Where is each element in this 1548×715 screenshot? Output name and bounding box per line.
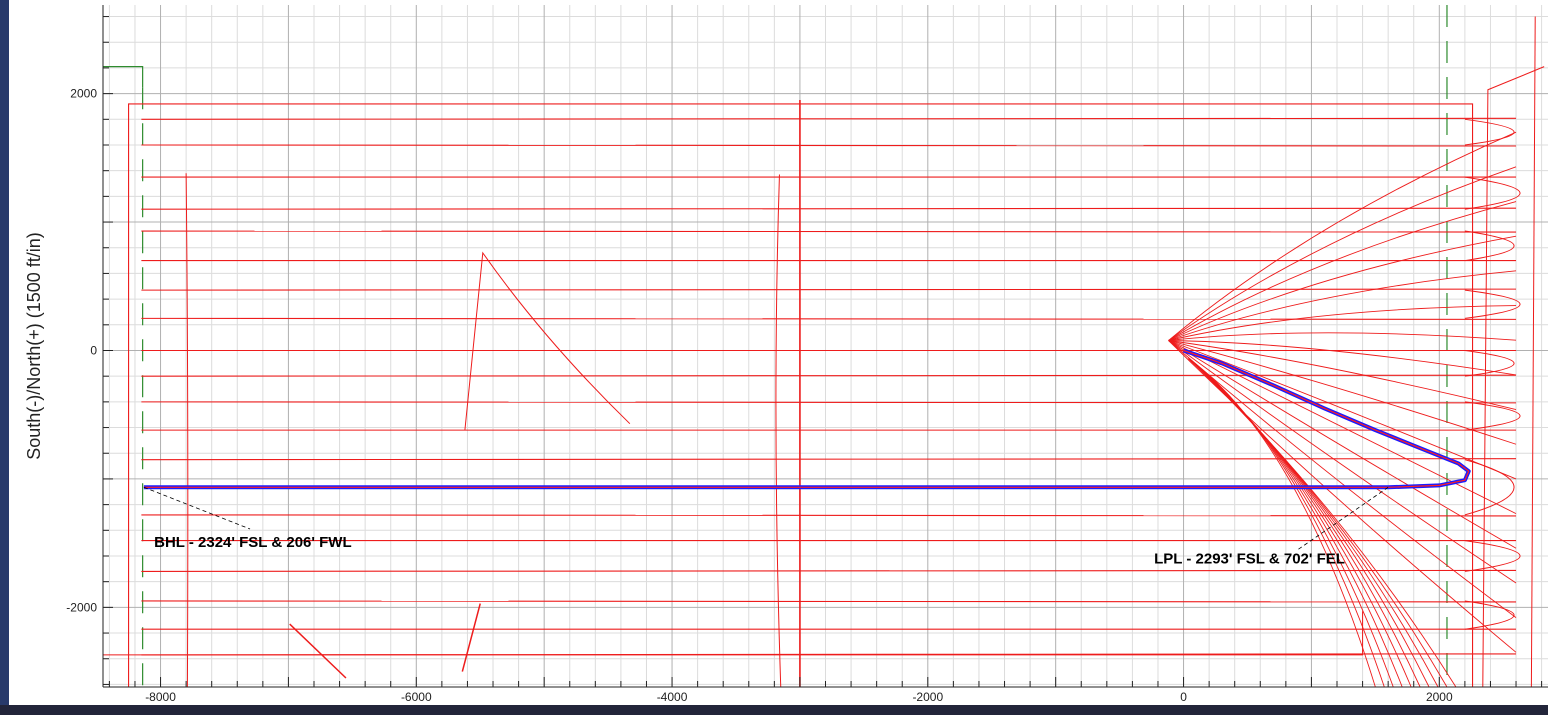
lpl-annotation: LPL - 2293' FSL & 702' FEL: [1154, 551, 1345, 568]
x-tick-label: -2000: [912, 690, 943, 704]
offset-well-fan: [1188, 358, 1376, 688]
offset-well-vertical: [775, 174, 782, 688]
offset-well-fan: [1168, 131, 1517, 341]
x-tick-label: 2000: [1426, 690, 1453, 704]
offset-well-fan: [1168, 340, 1517, 376]
lpl-leader: [1295, 486, 1389, 552]
offset-well-lateral: [141, 514, 1517, 517]
x-tick-label: -6000: [401, 690, 432, 704]
offset-well-fan: [1188, 358, 1457, 688]
lease-line-corner: [103, 66, 144, 88]
offset-well-lateral: [141, 207, 1517, 210]
offset-well-lateral: [141, 230, 1517, 233]
offset-well-fan: [1168, 235, 1517, 341]
offset-well-curve: [289, 623, 347, 679]
offset-well-fan: [1168, 332, 1517, 341]
offset-well-fan: [1168, 340, 1517, 549]
offset-well-turn: [1464, 600, 1515, 630]
offset-well-fan: [1168, 340, 1517, 445]
offset-well-turn: [1464, 289, 1521, 319]
axis-ticks: -8000 -6000 -4000 -2000 0 2000 2000 0 -2000: [66, 16, 1543, 704]
offset-well-curve: [461, 603, 481, 672]
offset-well-fan: [1188, 358, 1403, 688]
annotations: BHL - 2324' FSL & 206' FWL LPL - 2293' FS…: [143, 486, 1389, 568]
planned-wellbore: [143, 348, 1471, 490]
offset-well-lateral: [141, 458, 1517, 461]
offset-well-turn: [1464, 540, 1521, 572]
grid-minor: [103, 5, 1548, 687]
offset-well-fan: [1188, 358, 1412, 688]
lease-lines: [103, 5, 1448, 687]
offset-well-fan: [1168, 270, 1517, 341]
x-tick-label: -8000: [145, 690, 176, 704]
offset-well-curve: [464, 251, 631, 431]
y-tick-label: 2000: [70, 87, 97, 101]
planned-well-centerline: [143, 349, 1470, 488]
offset-well-fan: [1188, 358, 1430, 688]
offset-well-vertical: [1482, 66, 1545, 688]
offset-well-turn: [1464, 349, 1515, 377]
offset-well-lateral: [141, 288, 1517, 291]
offset-well-fan: [1168, 305, 1517, 341]
y-tick-label: 0: [90, 343, 97, 357]
offset-well-fan: [1168, 340, 1517, 411]
offset-well-turn: [1464, 230, 1515, 262]
offset-well-vertical: [1530, 16, 1536, 688]
offset-wells: [103, 16, 1545, 688]
offset-well-turn: [1464, 176, 1521, 210]
offset-well-turn: [1464, 401, 1521, 431]
x-tick-label: -4000: [657, 690, 688, 704]
offset-well-fan: [1168, 201, 1517, 341]
offset-well-fan: [1188, 358, 1385, 688]
y-tick-label: -2000: [66, 600, 97, 614]
planned-well-path: [143, 348, 1471, 490]
bhl-leader: [143, 486, 251, 530]
offset-well-turn: [1464, 118, 1515, 146]
offset-well-fan: [1188, 358, 1448, 688]
offset-well-lateral: [103, 611, 1364, 656]
offset-well-fan: [1168, 340, 1517, 584]
y-axis-label: South(-)/North(+) (1500 ft/in): [24, 232, 44, 460]
window-left-edge: [0, 0, 9, 715]
offset-well-fan: [1168, 166, 1517, 341]
offset-well-lateral: [141, 317, 1517, 320]
window-bottom-edge: [0, 705, 1548, 715]
x-tick-label: 0: [1180, 690, 1187, 704]
bhl-annotation: BHL - 2324' FSL & 206' FWL: [154, 534, 351, 551]
offset-well-lateral: [141, 569, 1517, 573]
offset-well-lateral: [141, 600, 1517, 603]
offset-well-vertical: [185, 173, 189, 688]
offset-well-fan: [1168, 340, 1517, 480]
